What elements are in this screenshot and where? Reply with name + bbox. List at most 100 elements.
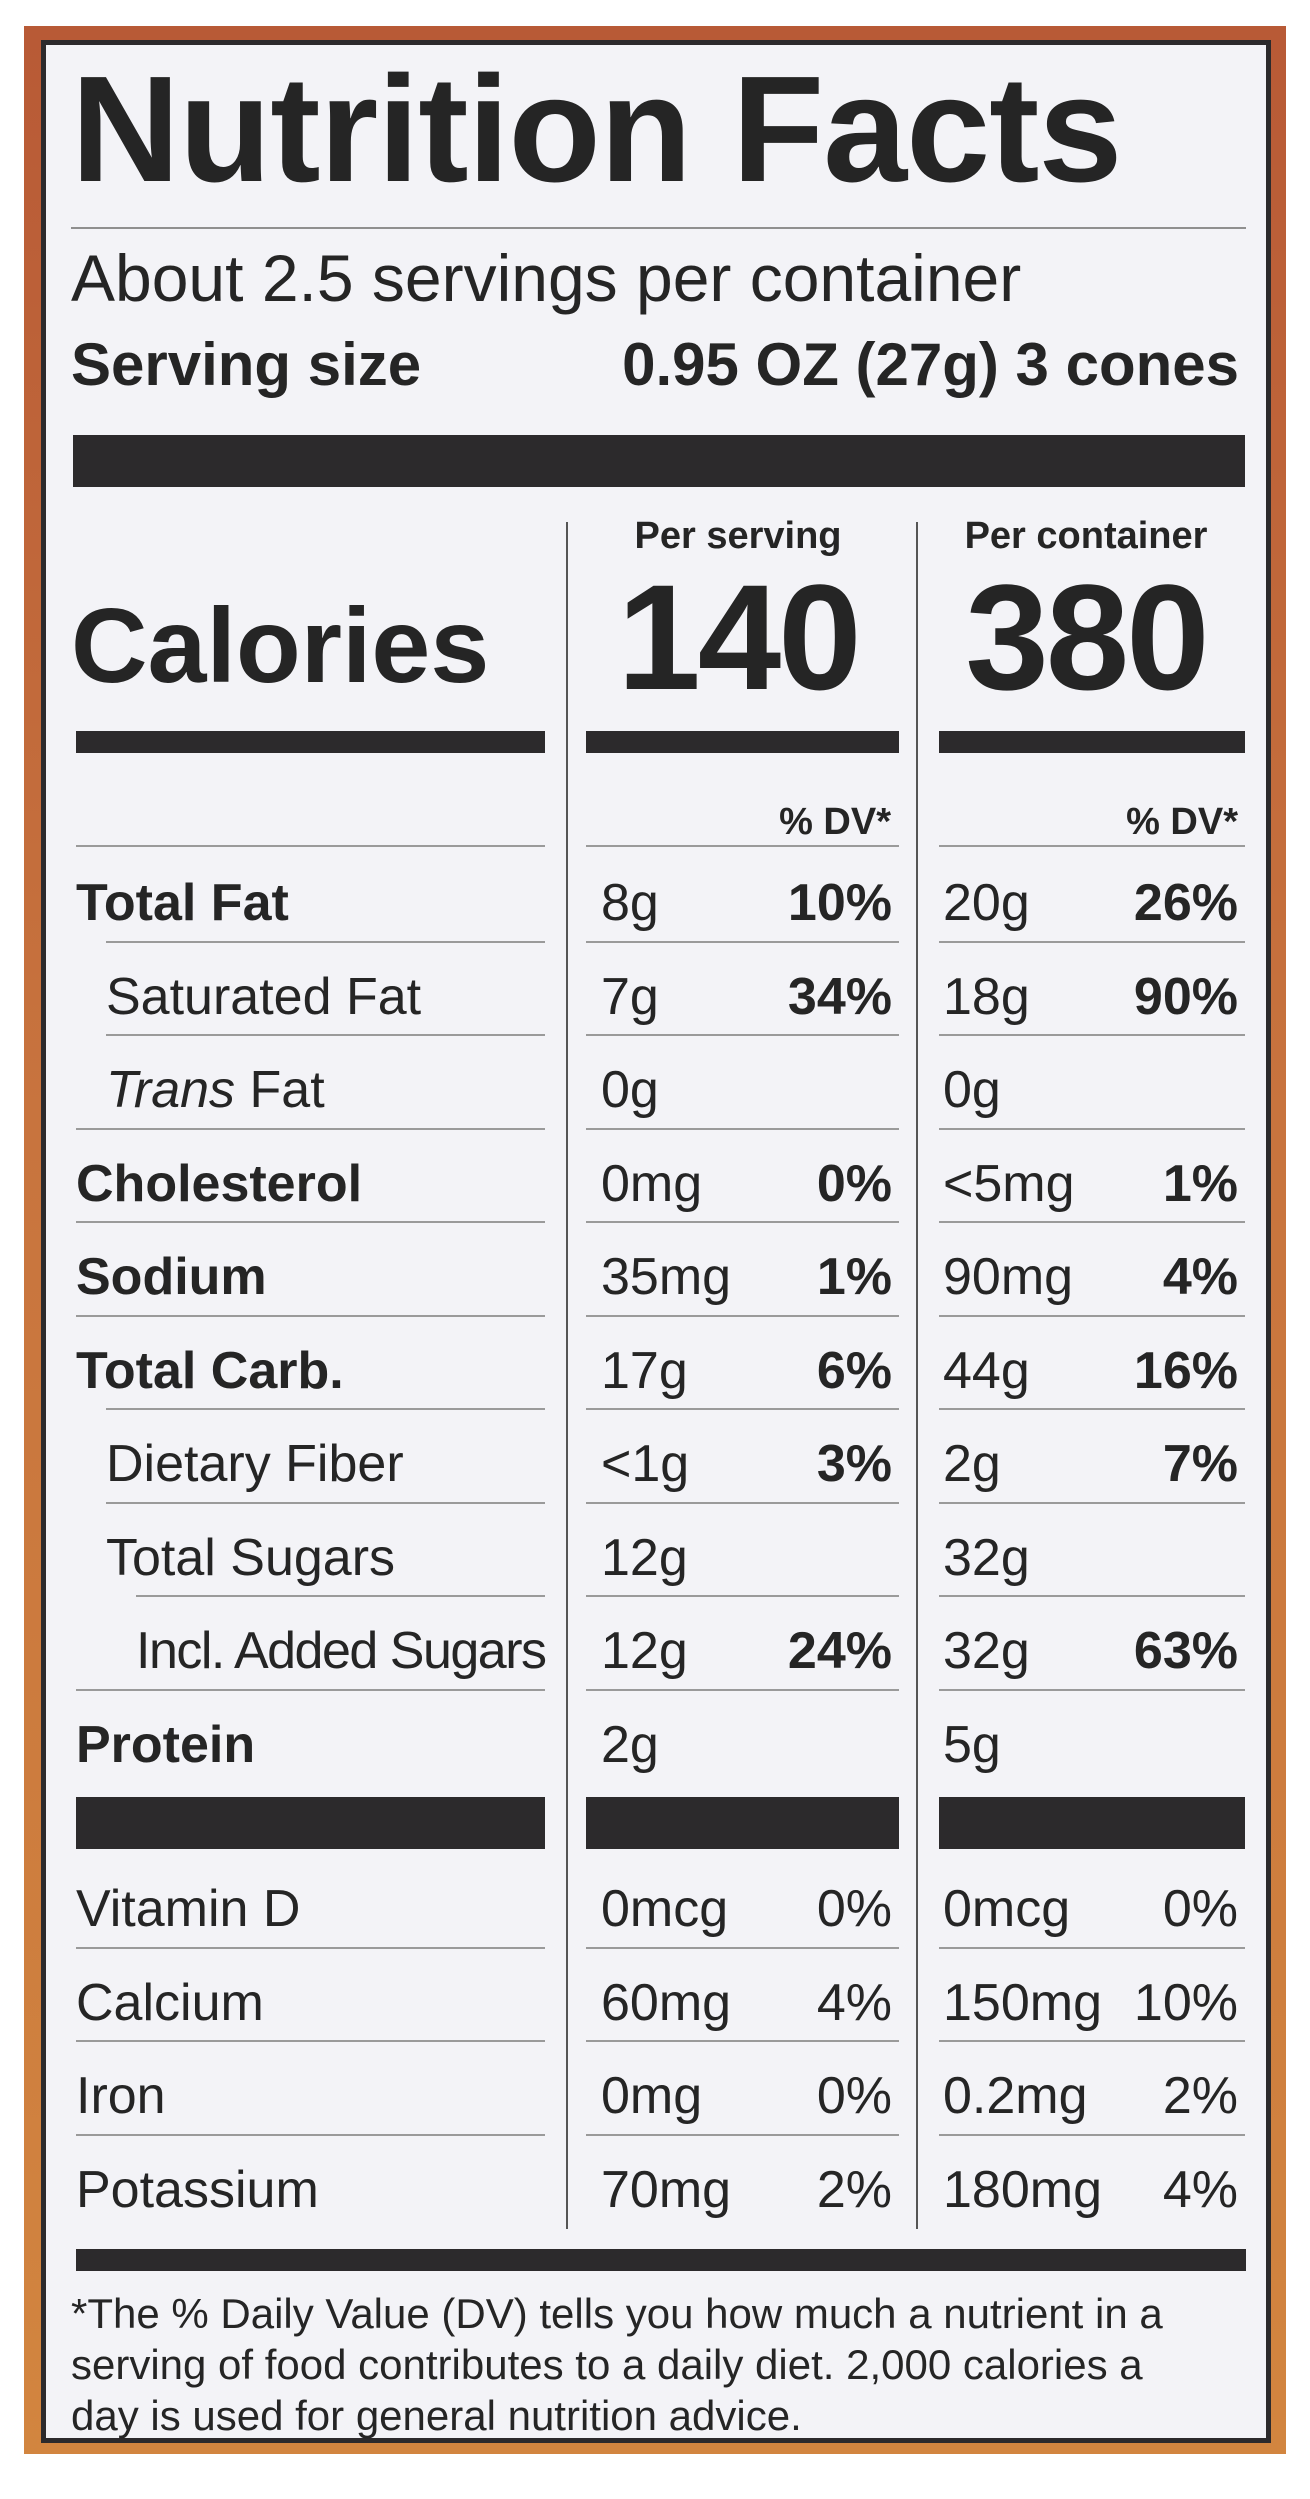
- serving-amount: 12g: [601, 1622, 688, 1680]
- row-divider: [586, 1595, 899, 1597]
- nutrient-name: Cholesterol: [76, 1155, 363, 1213]
- container-dv: 16%: [1133, 1342, 1238, 1400]
- serving-amount: 35mg: [601, 1248, 732, 1306]
- serving-amount: <1g: [601, 1435, 690, 1493]
- vitamin-rule: [586, 1797, 899, 1849]
- serving-amount: 2g: [601, 1716, 659, 1774]
- row-divider: [939, 2040, 1245, 2042]
- nutrient-name: Protein: [76, 1716, 256, 1774]
- row-divider: [76, 1128, 545, 1130]
- container-amount: 2g: [943, 1435, 1001, 1493]
- row-divider: [939, 1689, 1245, 1691]
- container-dv: 90%: [1133, 968, 1238, 1026]
- thick-rule: [73, 435, 1245, 487]
- vitamin-name: Vitamin D: [76, 1880, 301, 1938]
- row-divider: [76, 1689, 545, 1691]
- row-divider: [586, 1034, 899, 1036]
- serving-dv: 24%: [787, 1622, 892, 1680]
- column-divider: [566, 522, 568, 2229]
- row-divider: [939, 1502, 1245, 1504]
- nutrient-name: Saturated Fat: [106, 968, 422, 1026]
- column-divider: [916, 522, 918, 2229]
- row-divider: [76, 2040, 545, 2042]
- nutrient-name: Incl. Added Sugars: [136, 1622, 547, 1680]
- serving-amount: 17g: [601, 1342, 688, 1400]
- row-divider: [939, 1315, 1245, 1317]
- serving-dv: 1%: [816, 1248, 892, 1306]
- serving-amount: 0mg: [601, 2067, 703, 2125]
- row-divider: [939, 1408, 1245, 1410]
- serving-size-label: Serving size: [71, 331, 422, 398]
- row-divider: [136, 1595, 545, 1597]
- row-divider: [939, 1947, 1245, 1949]
- container-amount: 5g: [943, 1716, 1001, 1774]
- container-dv: 63%: [1133, 1622, 1238, 1680]
- row-divider: [586, 1689, 899, 1691]
- medium-rule: [586, 731, 899, 753]
- container-amount: 0.2mg: [943, 2067, 1088, 2125]
- row-divider: [586, 1128, 899, 1130]
- nutrient-name: Sodium: [76, 1248, 267, 1306]
- container-dv: 10%: [1133, 1974, 1238, 2032]
- row-divider: [939, 845, 1245, 847]
- container-amount: 18g: [943, 968, 1030, 1026]
- row-divider: [586, 1947, 899, 1949]
- row-divider: [76, 1221, 545, 1223]
- servings-per-container: About 2.5 servings per container: [71, 241, 1022, 315]
- per-serving-header: Per serving: [634, 515, 842, 557]
- container-amount: 0g: [943, 1061, 1001, 1119]
- nutrient-name: Dietary Fiber: [106, 1435, 404, 1493]
- serving-size-value: 0.95 OZ (27g) 3 cones: [622, 331, 1239, 398]
- row-divider: [939, 1034, 1245, 1036]
- serving-amount: 0g: [601, 1061, 659, 1119]
- nutrient-name-italic: Trans: [106, 1061, 236, 1119]
- serving-dv: 0%: [816, 1155, 892, 1213]
- serving-amount: 8g: [601, 874, 659, 932]
- dv-header-serving: % DV*: [779, 801, 891, 843]
- container-dv: 26%: [1133, 874, 1238, 932]
- row-divider: [76, 1315, 545, 1317]
- row-divider: [586, 845, 899, 847]
- row-divider: [106, 1408, 545, 1410]
- row-divider: [106, 1034, 545, 1036]
- nutrient-name: Total Fat: [76, 874, 289, 932]
- container-dv: 2%: [1162, 2067, 1238, 2125]
- nutrient-name: Total Carb.: [76, 1342, 344, 1400]
- container-amount: 150mg: [943, 1974, 1102, 2032]
- container-dv: 4%: [1162, 1248, 1238, 1306]
- dv-header-container: % DV*: [1126, 801, 1238, 843]
- row-divider: [76, 2134, 545, 2136]
- row-divider: [586, 1315, 899, 1317]
- serving-amount: 7g: [601, 968, 659, 1026]
- per-container-header: Per container: [964, 515, 1208, 557]
- row-divider: [939, 2134, 1245, 2136]
- container-amount: 180mg: [943, 2161, 1102, 2219]
- calories-label: Calories: [71, 587, 490, 705]
- container-amount: 32g: [943, 1529, 1030, 1587]
- container-dv: 1%: [1162, 1155, 1238, 1213]
- container-dv: 0%: [1162, 1880, 1238, 1938]
- serving-dv: 34%: [787, 968, 892, 1026]
- row-divider: [586, 2040, 899, 2042]
- row-divider: [76, 845, 545, 847]
- row-divider: [586, 1502, 899, 1504]
- row-divider: [586, 941, 899, 943]
- vitamin-name: Iron: [76, 2067, 166, 2125]
- row-divider: [106, 941, 545, 943]
- row-divider: [106, 1502, 545, 1504]
- vitamin-rule: [939, 1797, 1245, 1849]
- nutrient-name-rest: Fat: [235, 1061, 325, 1119]
- row-divider: [939, 1595, 1245, 1597]
- nutrient-name: Total Sugars: [106, 1529, 396, 1587]
- panel-title: Nutrition Facts: [71, 44, 1122, 213]
- row-divider: [586, 1408, 899, 1410]
- vitamin-name: Potassium: [76, 2161, 319, 2219]
- serving-dv: 6%: [816, 1342, 892, 1400]
- container-amount: <5mg: [943, 1155, 1075, 1213]
- serving-dv: 3%: [816, 1435, 892, 1493]
- daily-value-footnote: *The % Daily Value (DV) tells you how mu…: [71, 2290, 1163, 2439]
- row-divider: [586, 1221, 899, 1223]
- bottom-rule: [76, 2249, 1246, 2271]
- container-dv: 7%: [1162, 1435, 1238, 1493]
- serving-dv: 10%: [787, 874, 892, 932]
